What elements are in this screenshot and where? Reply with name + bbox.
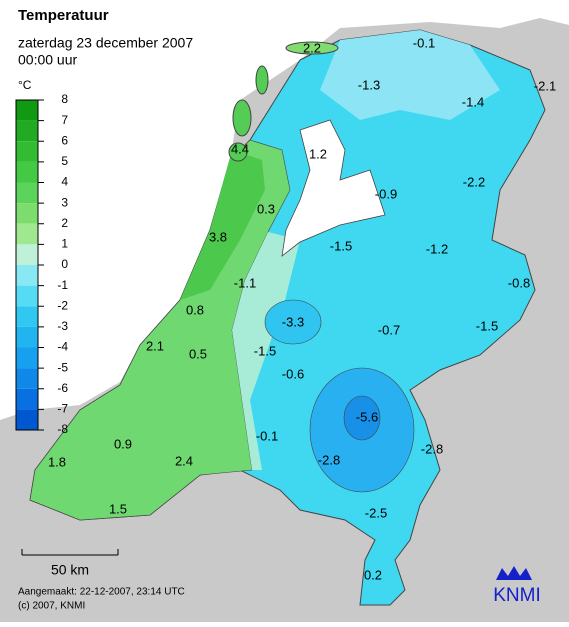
- legend-band: [16, 120, 38, 142]
- legend-tick-label: 0: [61, 257, 68, 271]
- station-temperature: 1.5: [109, 501, 127, 516]
- cold-spot: [264, 299, 322, 345]
- legend-tick-label: -6: [57, 381, 68, 395]
- scale-label: 50 km: [51, 562, 89, 578]
- map-title: Temperatuur: [18, 7, 109, 24]
- station-temperature: -0.1: [256, 428, 278, 443]
- legend-band: [16, 409, 38, 430]
- legend-tick-label: 1: [61, 237, 68, 251]
- stations: 2.2 -0.1 -1.3 -1.4 -2.1 4.4 1.2 -2.2 -0.9 0.3 3.8 -…: [48, 35, 556, 582]
- station-temperature: 0.5: [189, 346, 207, 361]
- station-temperature: -3.3: [282, 314, 304, 329]
- station-temperature: 0.3: [257, 201, 275, 216]
- legend-tick-label: -1: [57, 278, 68, 292]
- station-temperature: 0.9: [114, 436, 132, 451]
- station-temperature: 4.4: [231, 141, 249, 156]
- legend-unit: °C: [18, 78, 32, 92]
- legend-band: [16, 285, 38, 307]
- copyright: (c) 2007, KNMI: [18, 601, 85, 612]
- legend-tick-label: 7: [61, 113, 68, 127]
- station-temperature: -2.8: [421, 441, 443, 456]
- station-temperature: 0.8: [186, 302, 204, 317]
- station-temperature: 1.8: [48, 454, 66, 469]
- station-temperature: -1.5: [476, 318, 498, 333]
- station-temperature: -0.9: [375, 186, 397, 201]
- station-temperature: 1.2: [309, 146, 327, 161]
- legend-tick-label: 6: [61, 133, 68, 147]
- logo-crown: [496, 566, 532, 580]
- map-subtitle: zaterdag 23 december 2007: [18, 35, 193, 51]
- legend-tick-label: -5: [57, 360, 68, 374]
- station-temperature: -1.1: [234, 275, 256, 290]
- island: [285, 41, 339, 55]
- near-zero-zone: [232, 232, 300, 470]
- legend-band: [16, 244, 38, 265]
- legend-band: [16, 306, 38, 327]
- legend-tick-label: 5: [61, 154, 68, 168]
- legend-tick-label: -2: [57, 298, 68, 312]
- station-temperature: -0.7: [378, 322, 400, 337]
- station-temperature: -1.5: [330, 238, 352, 253]
- station-temperature: 0.2: [364, 567, 382, 582]
- created-note: Aangemaakt: 22-12-2007, 23:14 UTC: [18, 587, 185, 598]
- legend: 8 7 6 5 4 3 2 1 0 -1 -2 -3 -4 -5 -6 -7 -8: [15, 92, 68, 436]
- legend-band: [16, 161, 38, 183]
- station-temperature: -0.1: [413, 35, 435, 50]
- legend-band: [16, 141, 38, 162]
- legend-band: [16, 182, 38, 204]
- station-temperature: -1.4: [462, 94, 484, 109]
- station-temperature: 2.4: [175, 453, 193, 468]
- station-temperature: -1.5: [254, 343, 276, 358]
- legend-band: [16, 326, 38, 348]
- ijsselmeer: [281, 119, 386, 257]
- north-east-pale: [320, 30, 500, 120]
- station-temperature: -1.3: [358, 77, 380, 92]
- island: [232, 99, 252, 137]
- island: [255, 65, 269, 95]
- legend-tick-label: -4: [57, 340, 68, 354]
- station-temperature: 2.1: [146, 338, 164, 353]
- legend-band: [16, 347, 38, 369]
- logo-text: KNMI: [493, 585, 541, 606]
- station-temperature: -2.8: [318, 452, 340, 467]
- coldest-core: [343, 395, 381, 441]
- legend-band: [16, 265, 38, 286]
- coastal-warmest-zone: [180, 150, 265, 300]
- legend-tick-label: -7: [57, 402, 68, 416]
- station-temperature: -2.2: [463, 174, 485, 189]
- legend-tick-label: 8: [61, 92, 68, 106]
- legend-band: [16, 388, 38, 410]
- map-time: 00:00 uur: [18, 52, 77, 68]
- legend-band: [16, 223, 38, 245]
- station-temperature: -0.8: [508, 275, 530, 290]
- station-temperature: -2.1: [534, 78, 556, 93]
- station-temperature: 2.2: [303, 40, 321, 55]
- legend-tick-label: -3: [57, 319, 68, 333]
- legend-tick-label: 2: [61, 216, 68, 230]
- station-temperature: -5.6: [356, 409, 378, 424]
- legend-band: [16, 203, 38, 224]
- island: [228, 142, 248, 162]
- station-temperature: 3.8: [209, 229, 227, 244]
- legend-band: [16, 368, 38, 389]
- sea: [0, 0, 569, 420]
- legend-band: [16, 100, 38, 121]
- legend-tick-label: -8: [57, 422, 68, 436]
- legend-tick-label: 3: [61, 195, 68, 209]
- station-temperature: -0.6: [282, 366, 304, 381]
- legend-tick-label: 4: [61, 175, 68, 189]
- station-temperature: -1.2: [426, 241, 448, 256]
- station-temperature: -2.5: [365, 505, 387, 520]
